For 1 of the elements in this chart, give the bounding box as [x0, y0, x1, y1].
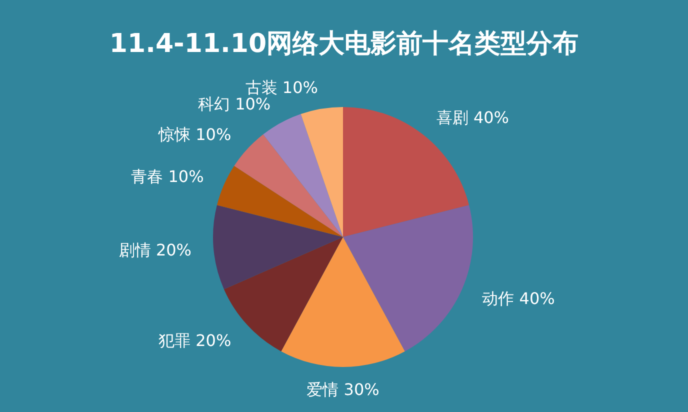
title: 11.4-11.10网络大电影前十名类型分布 — [109, 29, 579, 59]
